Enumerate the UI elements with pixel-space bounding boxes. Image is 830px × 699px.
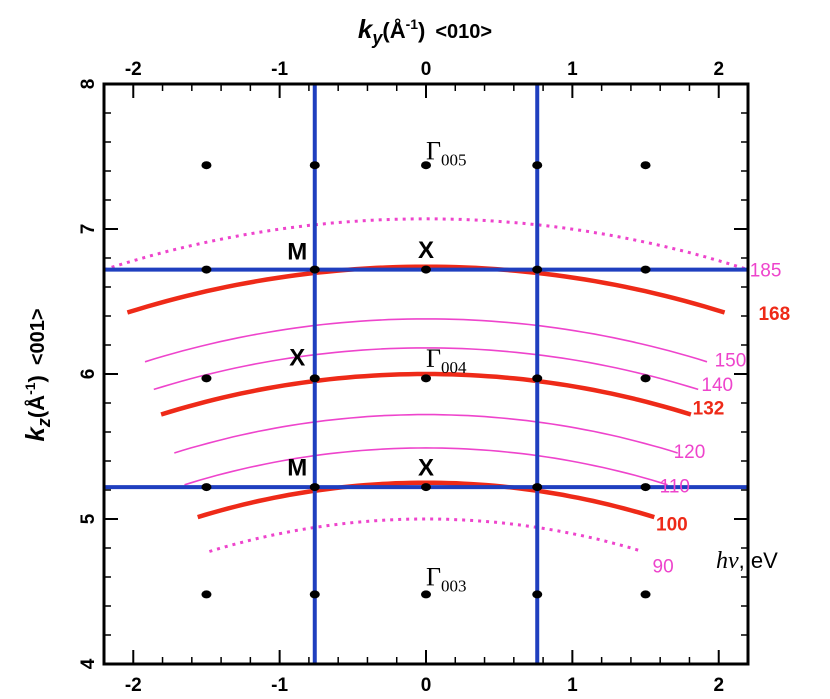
lattice-point — [532, 483, 543, 492]
top-axis-title-direction: <010> — [435, 21, 492, 43]
lattice-point — [532, 265, 543, 274]
top-axis-title: ky(Å-1) <010> — [358, 14, 492, 48]
point-label-m: M — [287, 238, 307, 265]
x-tick-label-top: 2 — [713, 59, 724, 80]
left-axis-title-unit-open: (Å — [23, 395, 49, 418]
legend-title-symbol: hν — [716, 548, 739, 574]
curve-label-90: 90 — [653, 556, 674, 577]
lattice-point — [201, 374, 212, 383]
gamma-label-003: Γ003 — [426, 563, 467, 596]
gamma-symbol: Γ — [426, 136, 441, 165]
gamma-symbol: Γ — [426, 563, 441, 592]
tick-labels: -2 -2 -1 -1 0 0 1 1 2 2 4 5 6 7 8 — [78, 59, 724, 696]
curve-132 — [160, 371, 692, 417]
gamma-subscript: 004 — [441, 358, 467, 377]
curve-label-100: 100 — [656, 514, 688, 535]
lattice-point — [309, 161, 320, 170]
gamma-subscript: 003 — [441, 577, 467, 596]
y-tick-label-group: 6 — [78, 369, 99, 380]
lattice-point — [640, 265, 651, 274]
x-tick-label-top: -1 — [271, 59, 288, 80]
curve-90 — [208, 517, 644, 553]
x-tick-label-bottom: 0 — [421, 675, 432, 696]
y-tick-label: 7 — [78, 224, 99, 235]
curve-120 — [174, 413, 678, 454]
left-axis-title: kz(Å-1) <001> — [20, 308, 54, 441]
left-axis-title-direction: <001> — [27, 308, 49, 365]
x-tick-label-top: -2 — [125, 59, 142, 80]
lattice-point — [309, 374, 320, 383]
lattice-point — [640, 590, 651, 599]
gamma-label-004: Γ004 — [426, 344, 467, 377]
lattice-points — [201, 161, 651, 599]
y-tick-label: 8 — [78, 79, 99, 90]
top-axis-title-k: k — [358, 14, 374, 44]
y-tick-label-group: 8 — [78, 79, 99, 90]
gamma-subscript: 005 — [441, 150, 467, 169]
lattice-point — [201, 483, 212, 492]
lattice-point — [421, 265, 431, 274]
lattice-point — [532, 161, 543, 170]
lattice-point — [640, 483, 651, 492]
y-tick-label-group: 7 — [78, 224, 99, 235]
y-tick-label-group: 4 — [78, 658, 99, 669]
left-axis-title-unit-exp: -1 — [22, 382, 38, 395]
lattice-point — [421, 161, 431, 170]
left-axis-title-unit-close: ) — [24, 375, 49, 382]
lattice-point — [201, 265, 212, 274]
lattice-point — [309, 590, 320, 599]
plot-frame-and-ticks — [102, 82, 750, 666]
curve-label-150: 150 — [715, 351, 747, 372]
curve-label-110: 110 — [660, 477, 690, 498]
left-axis-title-k: k — [20, 426, 50, 442]
x-tick-label-bottom: 2 — [713, 675, 724, 696]
left-axis-title-group: kz(Å-1) <001> — [20, 308, 54, 441]
y-tick-label: 4 — [78, 658, 99, 669]
curve-100 — [197, 480, 655, 520]
gamma-symbol: Γ — [426, 344, 441, 373]
point-label-m: M — [287, 455, 307, 482]
curve-label-140: 140 — [701, 375, 733, 396]
curve-110 — [184, 447, 668, 486]
x-tick-label-bottom: -2 — [125, 675, 142, 696]
lattice-point — [640, 374, 651, 383]
legend-title: hν, eV — [716, 548, 778, 574]
lattice-point — [421, 483, 431, 492]
lattice-point — [201, 161, 212, 170]
point-label-x: X — [289, 344, 305, 371]
lattice-point — [640, 161, 651, 170]
top-axis-title-sub: y — [371, 28, 383, 48]
lattice-point — [532, 374, 543, 383]
point-label-x: X — [418, 237, 434, 264]
gamma-label-005: Γ005 — [426, 136, 467, 169]
y-tick-label-group: 5 — [78, 513, 99, 524]
legend-title-unit: , eV — [739, 548, 778, 573]
x-tick-label-bottom: -1 — [271, 675, 288, 696]
curve-label-132: 132 — [693, 398, 725, 419]
point-label-x: X — [418, 455, 434, 482]
curve-label-168: 168 — [758, 304, 790, 325]
curve-label-185: 185 — [750, 261, 782, 282]
lattice-point — [201, 590, 212, 599]
curve-140 — [153, 347, 699, 391]
lattice-point — [421, 590, 431, 599]
curve-label-120: 120 — [674, 442, 706, 463]
x-tick-label-top: 1 — [567, 59, 578, 80]
x-tick-label-bottom: 1 — [567, 675, 578, 696]
top-axis-title-unit-close: ) — [418, 18, 425, 43]
y-tick-label: 5 — [78, 513, 99, 524]
left-axis-title-sub: z — [34, 418, 54, 428]
curve-150 — [144, 318, 708, 363]
top-axis-title-unit-open: (Å — [382, 17, 405, 43]
lattice-point — [309, 265, 320, 274]
lattice-point — [421, 374, 431, 383]
y-tick-label: 6 — [78, 369, 99, 380]
lattice-point — [309, 483, 320, 492]
x-tick-label-top: 0 — [421, 59, 432, 80]
lattice-point — [532, 590, 543, 599]
top-axis-title-unit-exp: -1 — [406, 16, 419, 32]
